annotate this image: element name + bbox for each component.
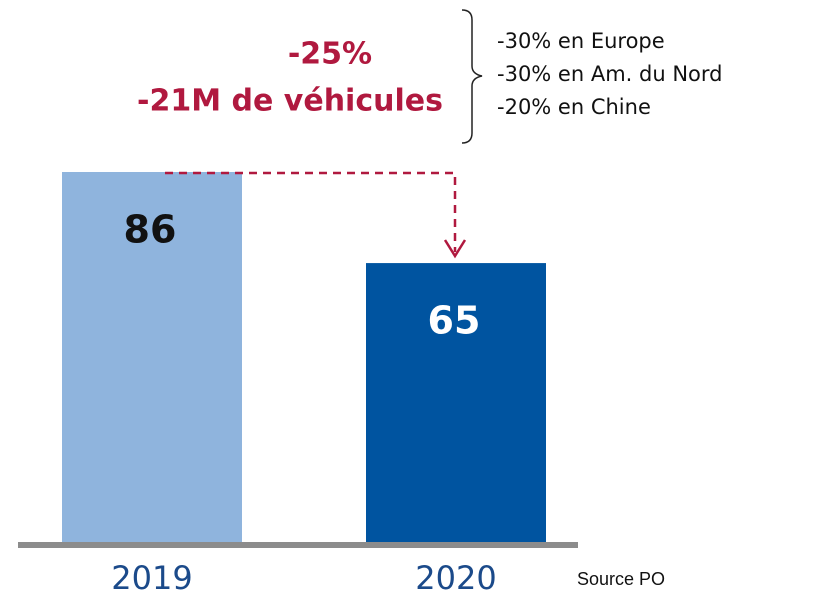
annotation: -21M de véhicules [137, 84, 443, 119]
breakdown-item: -20% en Chine [497, 95, 651, 119]
bar [366, 263, 546, 545]
bar [62, 172, 242, 545]
baseline [18, 542, 578, 548]
source: Source PO [577, 569, 665, 589]
value-label: 86 [124, 208, 177, 252]
x-tick-label: 2020 [415, 559, 496, 597]
breakdown-item: -30% en Europe [497, 29, 665, 53]
x-tick-label: 2019 [111, 559, 192, 597]
bracket [461, 9, 483, 144]
breakdown-item: -30% en Am. du Nord [497, 62, 722, 86]
annotation: -25% [288, 37, 372, 72]
arrow-head [443, 239, 467, 259]
value-label: 65 [428, 299, 481, 343]
arrow [165, 171, 457, 252]
